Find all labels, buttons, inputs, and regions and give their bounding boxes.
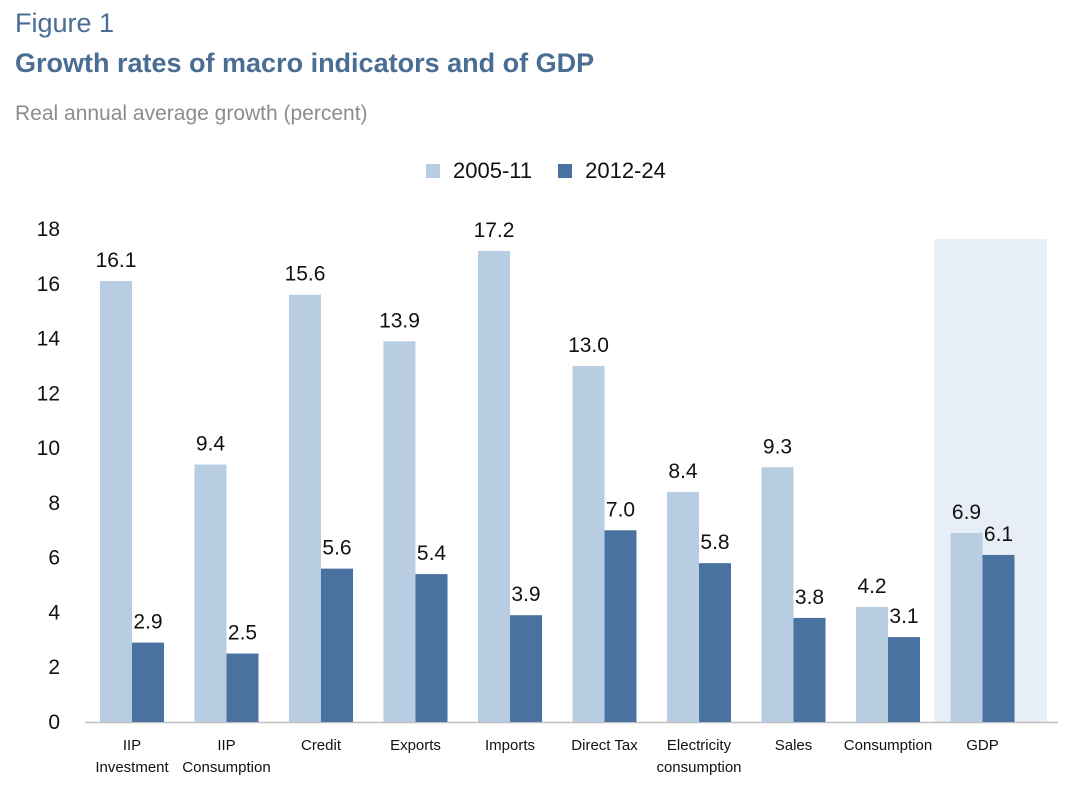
bar-1-7 (667, 491, 699, 722)
category-label-8: Sales (775, 737, 813, 754)
data-label-2-2: 2.5 (228, 622, 257, 645)
data-label-2-9: 3.1 (889, 605, 918, 628)
bar-1-10 (950, 533, 983, 722)
bar-1-6 (572, 365, 605, 722)
category-label-7: Electricity (667, 737, 732, 754)
data-label-2-10: 6.1 (984, 523, 1013, 546)
legend-swatch-series-1 (426, 164, 440, 178)
data-label-1-10: 6.9 (952, 501, 981, 524)
category-label-7: consumption (656, 759, 741, 776)
data-label-2-5: 3.9 (511, 583, 540, 606)
legend-item-series-2: 2012-24 (558, 158, 666, 184)
bar-1-9 (856, 606, 888, 722)
bar-1-8 (761, 467, 794, 722)
data-label-2-1: 2.9 (133, 611, 162, 634)
y-tick-label: 4 (48, 601, 60, 624)
data-label-1-1: 16.1 (96, 249, 137, 272)
bar-2-7 (699, 563, 731, 722)
bar-1-2 (194, 464, 227, 722)
y-tick-label: 12 (37, 382, 60, 405)
legend-label-series-1: 2005-11 (453, 158, 533, 183)
bar-2-6 (604, 530, 637, 722)
legend-item-series-1: 2005-11 (426, 158, 532, 184)
legend-swatch-series-2 (558, 164, 573, 178)
data-label-2-6: 7.0 (606, 498, 635, 521)
category-label-2: IIP (217, 737, 235, 754)
chart-subtitle: Real annual average growth (percent) (15, 102, 368, 125)
bar-2-5 (510, 615, 542, 722)
figure-number: Figure 1 (15, 8, 115, 38)
y-tick-label: 18 (37, 218, 60, 241)
category-label-6: Direct Tax (571, 737, 638, 754)
bar-2-1 (132, 642, 164, 722)
bar-2-8 (793, 617, 826, 722)
chart-title: Growth rates of macro indicators and of … (15, 48, 595, 78)
bar-2-10 (982, 554, 1015, 722)
bar-1-1 (100, 281, 132, 722)
data-label-1-4: 13.9 (379, 309, 420, 332)
bar-1-5 (478, 250, 510, 722)
category-label-3: Credit (301, 737, 342, 754)
data-label-2-3: 5.6 (322, 537, 351, 560)
data-label-1-3: 15.6 (285, 263, 326, 286)
y-tick-label: 10 (37, 437, 60, 460)
data-label-1-7: 8.4 (668, 460, 698, 483)
category-label-2: Consumption (182, 759, 270, 776)
category-label-5: Imports (485, 737, 535, 754)
y-tick-label: 2 (48, 656, 60, 679)
bar-1-4 (383, 341, 416, 722)
data-label-1-2: 9.4 (196, 433, 226, 456)
bar-2-4 (415, 574, 448, 722)
y-tick-label: 6 (48, 547, 60, 570)
category-label-1: Investment (95, 759, 169, 776)
bar-1-3 (289, 294, 321, 722)
data-label-1-6: 13.0 (568, 334, 609, 357)
y-tick-label: 14 (37, 328, 61, 351)
legend: 2005-11 2012-24 (426, 158, 692, 184)
data-label-1-8: 9.3 (763, 435, 792, 458)
data-label-2-4: 5.4 (417, 542, 447, 565)
y-tick-label: 16 (37, 273, 60, 296)
bar-2-3 (321, 568, 353, 722)
category-label-10: GDP (966, 737, 999, 754)
data-label-2-8: 3.8 (795, 586, 824, 609)
category-label-4: Exports (390, 737, 441, 754)
category-label-9: Consumption (844, 737, 932, 754)
data-label-1-5: 17.2 (474, 219, 515, 242)
bar-2-9 (888, 637, 920, 722)
bar-2-2 (226, 653, 259, 722)
legend-label-series-2: 2012-24 (585, 158, 666, 183)
y-tick-label: 8 (48, 492, 60, 515)
data-label-1-9: 4.2 (857, 575, 886, 598)
category-label-1: IIP (123, 737, 141, 754)
y-tick-label: 0 (48, 711, 60, 734)
data-label-2-7: 5.8 (700, 531, 729, 554)
